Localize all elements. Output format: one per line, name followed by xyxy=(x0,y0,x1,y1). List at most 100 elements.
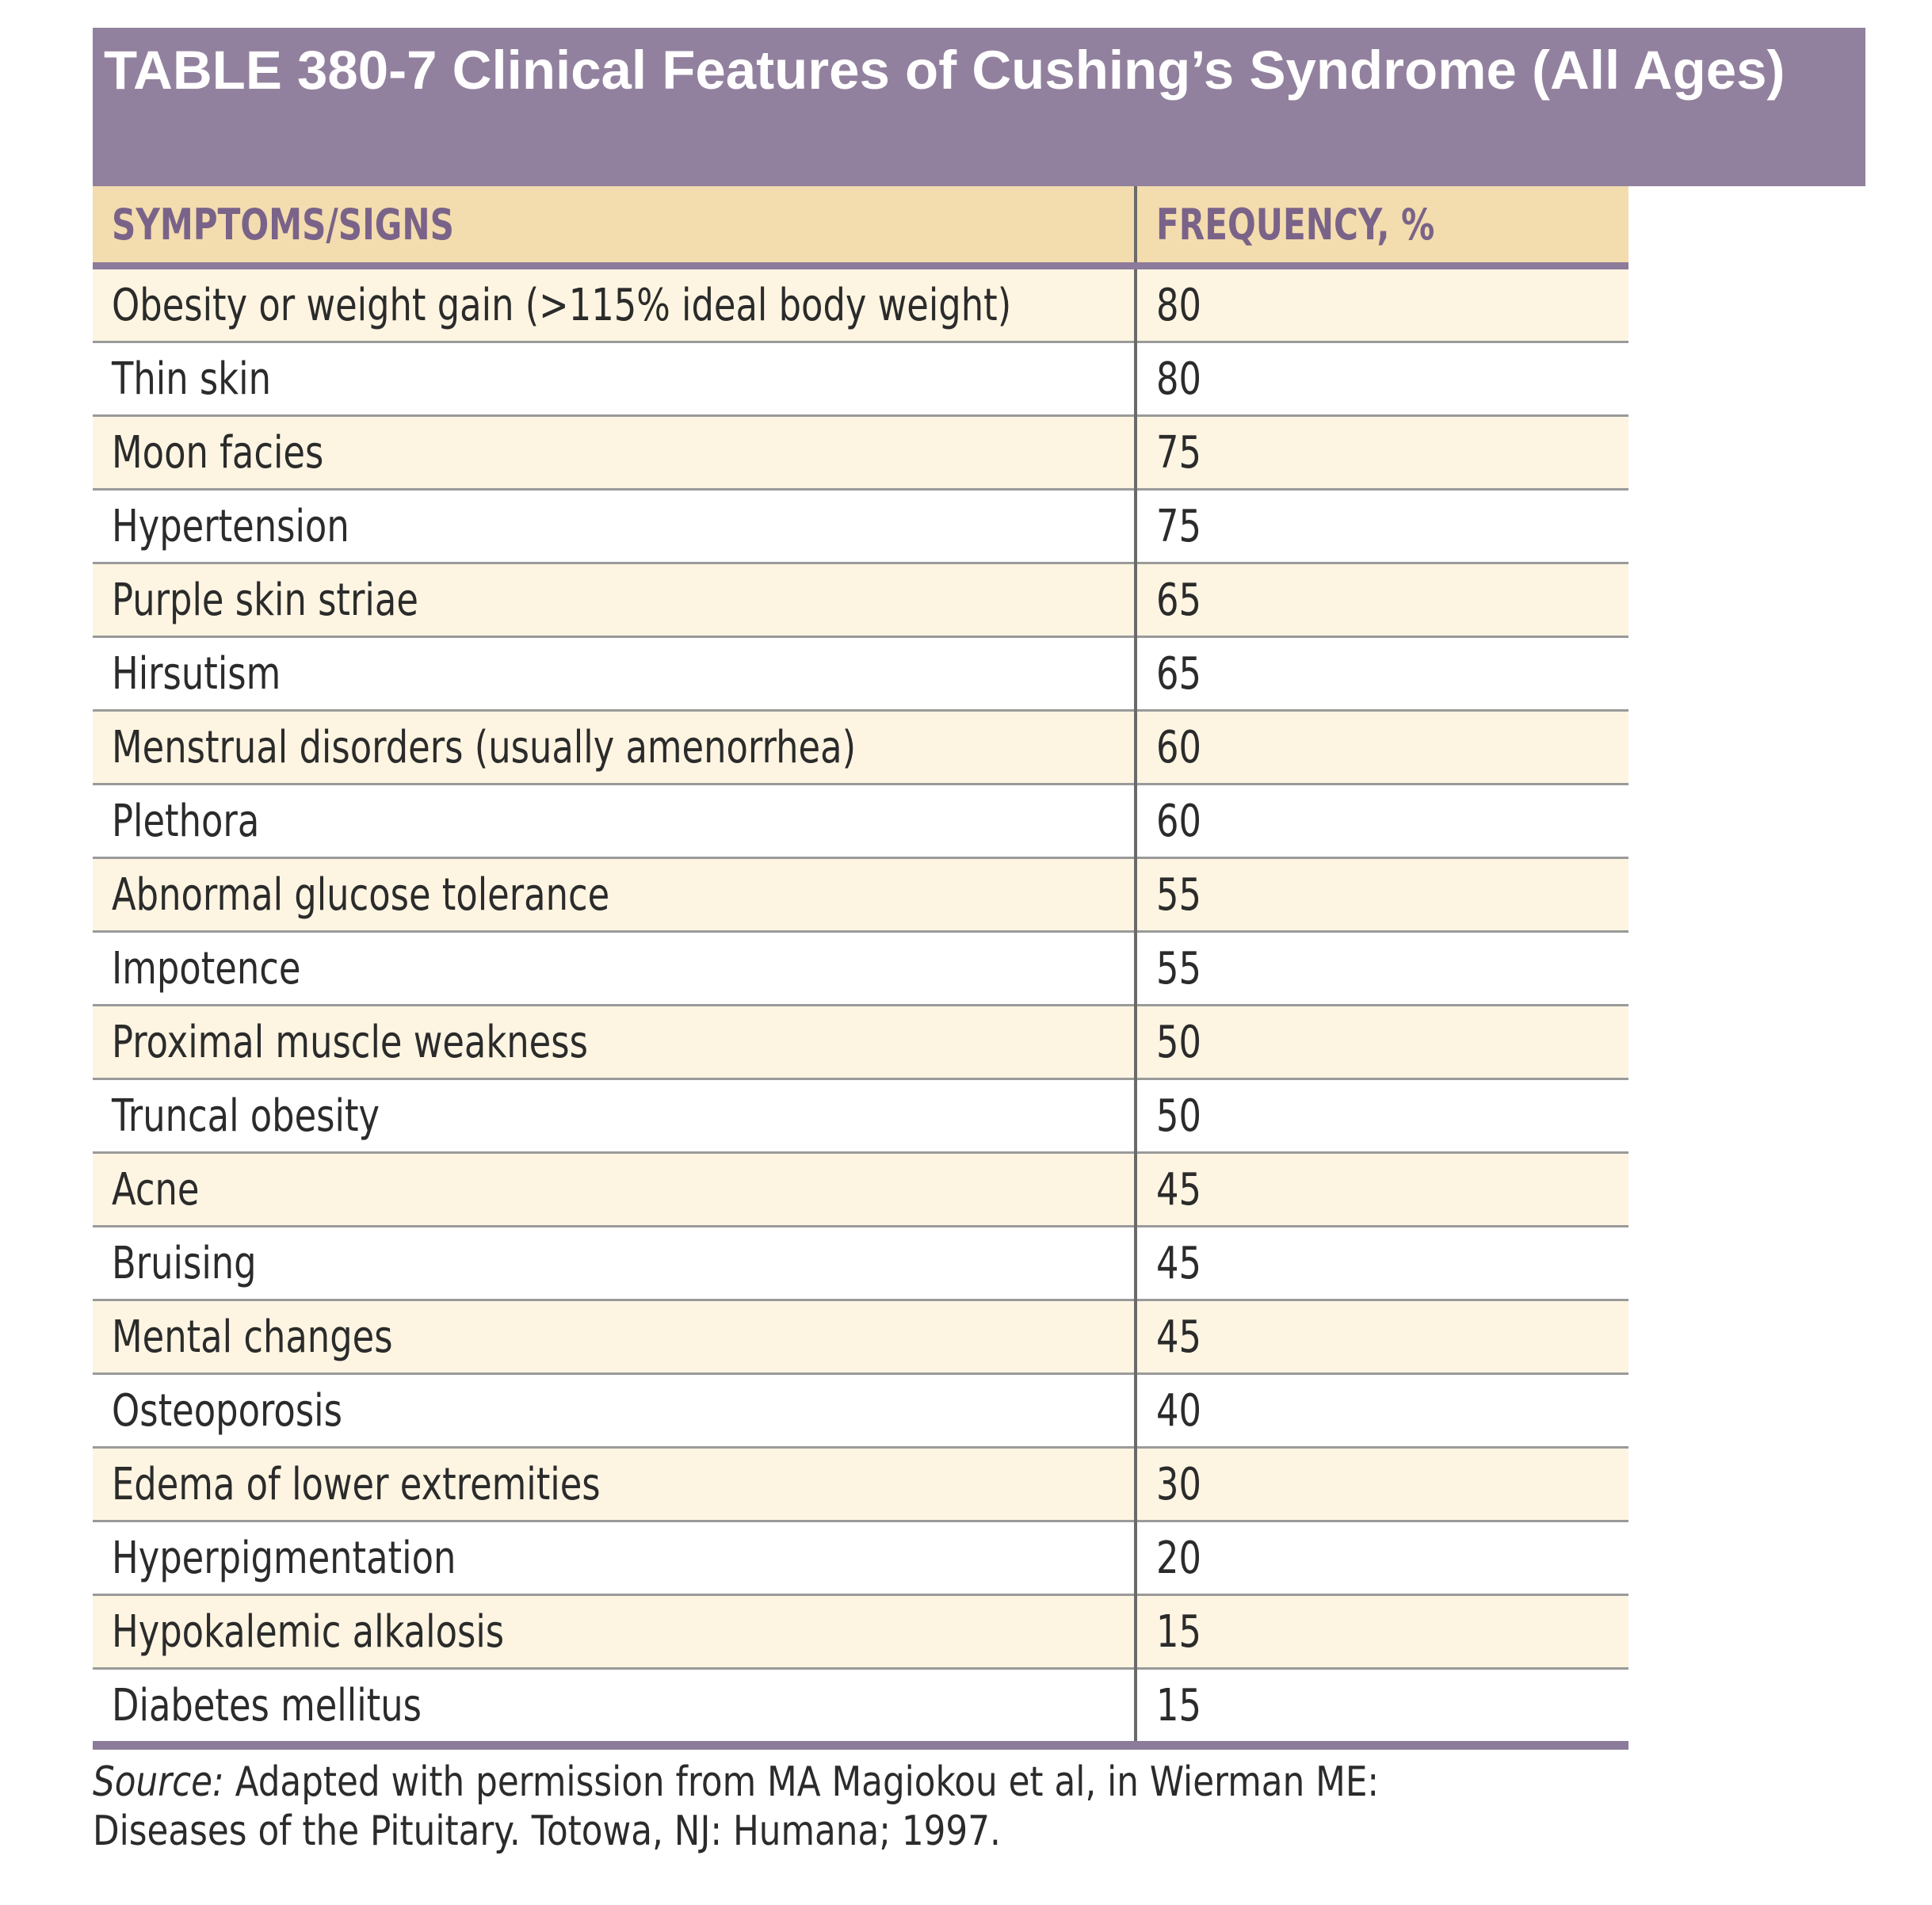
symptom-text: Edema of lower extremities xyxy=(112,1458,601,1510)
frequency-cell: 80 xyxy=(1136,342,1628,417)
symptom-cell: Hypertension xyxy=(93,489,1137,564)
table-body: Obesity or weight gain (>115% ideal body… xyxy=(93,265,1628,1741)
source-text-1: Adapted with permission from MA Magiokou… xyxy=(223,1758,1380,1806)
frequency-text: 40 xyxy=(1156,1384,1202,1437)
symptom-cell: Bruising xyxy=(93,1226,1137,1301)
frequency-text: 45 xyxy=(1156,1163,1202,1216)
table-row: Osteoporosis 40 xyxy=(93,1373,1628,1449)
source-line-2: Diseases of the Pituitary. Totowa, NJ: H… xyxy=(93,1808,1001,1855)
header-symptoms-signs: SYMPTOMS/SIGNS xyxy=(93,186,1137,269)
table-header: SYMPTOMS/SIGNS FREQUENCY, % xyxy=(93,186,1628,269)
source-label: Source: xyxy=(93,1758,224,1806)
frequency-text: 60 xyxy=(1156,721,1202,773)
symptom-cell: Proximal muscle weakness xyxy=(93,1005,1137,1080)
frequency-cell: 75 xyxy=(1136,489,1628,564)
table-row: Truncal obesity 50 xyxy=(93,1078,1628,1154)
symptom-text: Truncal obesity xyxy=(112,1090,380,1142)
frequency-cell: 50 xyxy=(1136,1078,1628,1154)
frequency-cell: 75 xyxy=(1136,415,1628,491)
symptom-text: Hirsutism xyxy=(112,647,281,700)
table-row: Abnormal glucose tolerance 55 xyxy=(93,857,1628,933)
frequency-text: 80 xyxy=(1156,353,1202,405)
symptom-text: Impotence xyxy=(112,942,301,994)
symptom-text: Diabetes mellitus xyxy=(112,1679,422,1731)
source-note: Source: Adapted with permission from MA … xyxy=(93,1758,1678,1856)
symptom-text: Plethora xyxy=(112,795,260,847)
header-frequency: FREQUENCY, % xyxy=(1136,186,1628,269)
symptom-cell: Hypokalemic alkalosis xyxy=(93,1594,1137,1670)
symptom-cell: Edema of lower extremities xyxy=(93,1447,1137,1522)
frequency-text: 80 xyxy=(1156,279,1202,331)
frequency-cell: 15 xyxy=(1136,1594,1628,1670)
table-row: Acne 45 xyxy=(93,1152,1628,1227)
frequency-text: 50 xyxy=(1156,1016,1202,1068)
symptom-text: Osteoporosis xyxy=(112,1384,342,1437)
table-row: Hirsutism 65 xyxy=(93,636,1628,712)
header-symptoms-label: SYMPTOMS/SIGNS xyxy=(112,199,454,250)
symptom-cell: Thin skin xyxy=(93,342,1137,417)
table-bottom-rule xyxy=(93,1741,1628,1750)
header-frequency-label: FREQUENCY, % xyxy=(1156,199,1435,250)
symptom-text: Purple skin striae xyxy=(112,574,418,626)
table-row: Menstrual disorders (usually amenorrhea)… xyxy=(93,710,1628,785)
frequency-text: 75 xyxy=(1156,426,1202,479)
table-row: Impotence 55 xyxy=(93,931,1628,1006)
frequency-text: 15 xyxy=(1156,1679,1202,1731)
table-row: Edema of lower extremities 30 xyxy=(93,1447,1628,1522)
frequency-cell: 60 xyxy=(1136,710,1628,785)
frequency-cell: 45 xyxy=(1136,1226,1628,1301)
table-row: Hypertension 75 xyxy=(93,489,1628,564)
symptom-cell: Obesity or weight gain (>115% ideal body… xyxy=(93,265,1137,343)
symptom-cell: Moon facies xyxy=(93,415,1137,491)
symptom-text: Hypertension xyxy=(112,500,349,552)
frequency-text: 30 xyxy=(1156,1458,1202,1510)
frequency-cell: 65 xyxy=(1136,563,1628,638)
table-row: Moon facies 75 xyxy=(93,415,1628,491)
symptom-cell: Plethora xyxy=(93,784,1137,859)
symptom-text: Mental changes xyxy=(112,1311,393,1363)
frequency-text: 55 xyxy=(1156,942,1202,994)
symptom-text: Thin skin xyxy=(112,353,271,405)
symptom-cell: Abnormal glucose tolerance xyxy=(93,857,1137,933)
symptom-text: Acne xyxy=(112,1163,200,1216)
symptom-cell: Impotence xyxy=(93,931,1137,1006)
table-title: TABLE 380-7 Clinical Features of Cushing… xyxy=(93,28,1865,186)
symptom-text: Moon facies xyxy=(112,426,324,479)
frequency-cell: 45 xyxy=(1136,1152,1628,1227)
features-table: SYMPTOMS/SIGNS FREQUENCY, % Obesity or w… xyxy=(93,186,1628,1741)
frequency-text: 75 xyxy=(1156,500,1202,552)
symptom-cell: Mental changes xyxy=(93,1300,1137,1375)
clinical-features-table: SYMPTOMS/SIGNS FREQUENCY, % Obesity or w… xyxy=(93,186,1628,1750)
table-row: Hypokalemic alkalosis 15 xyxy=(93,1594,1628,1670)
frequency-text: 65 xyxy=(1156,574,1202,626)
symptom-text: Menstrual disorders (usually amenorrhea) xyxy=(112,721,857,773)
table-row: Thin skin 80 xyxy=(93,342,1628,417)
symptom-text: Hypokalemic alkalosis xyxy=(112,1605,505,1658)
frequency-text: 45 xyxy=(1156,1311,1202,1363)
frequency-cell: 55 xyxy=(1136,931,1628,1006)
frequency-text: 15 xyxy=(1156,1605,1202,1658)
symptom-cell: Osteoporosis xyxy=(93,1373,1137,1449)
symptom-cell: Hirsutism xyxy=(93,636,1137,712)
symptom-text: Hyperpigmentation xyxy=(112,1532,456,1584)
symptom-text: Proximal muscle weakness xyxy=(112,1016,588,1068)
frequency-text: 60 xyxy=(1156,795,1202,847)
frequency-cell: 50 xyxy=(1136,1005,1628,1080)
frequency-cell: 40 xyxy=(1136,1373,1628,1449)
frequency-cell: 15 xyxy=(1136,1668,1628,1741)
header-row: SYMPTOMS/SIGNS FREQUENCY, % xyxy=(93,186,1628,269)
symptom-cell: Menstrual disorders (usually amenorrhea) xyxy=(93,710,1137,785)
source-line-1: Source: Adapted with permission from MA … xyxy=(93,1758,1424,1807)
symptom-cell: Truncal obesity xyxy=(93,1078,1137,1154)
symptom-cell: Acne xyxy=(93,1152,1137,1227)
symptom-text: Bruising xyxy=(112,1237,257,1289)
table-row: Bruising 45 xyxy=(93,1226,1628,1301)
frequency-cell: 30 xyxy=(1136,1447,1628,1522)
table-row: Hyperpigmentation 20 xyxy=(93,1521,1628,1596)
frequency-cell: 45 xyxy=(1136,1300,1628,1375)
frequency-text: 65 xyxy=(1156,647,1202,700)
frequency-text: 55 xyxy=(1156,869,1202,921)
frequency-cell: 80 xyxy=(1136,265,1628,343)
frequency-cell: 60 xyxy=(1136,784,1628,859)
symptom-cell: Purple skin striae xyxy=(93,563,1137,638)
